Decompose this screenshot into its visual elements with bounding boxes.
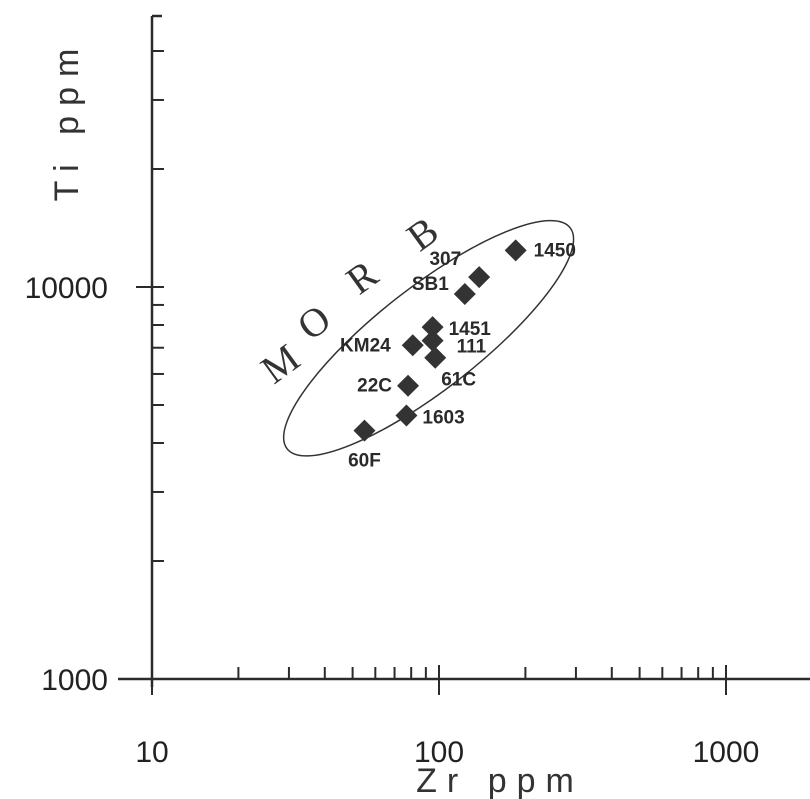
data-point: 1450 [504,239,576,262]
diamond-marker [504,239,527,262]
data-point: 61C [424,346,476,391]
diamond-marker [397,374,420,397]
diamond-marker [453,282,476,305]
x-axis-label: Zr ppm [416,762,584,799]
diamond-marker [424,346,447,369]
data-point: 60F [348,419,381,472]
diamond-marker [421,329,444,352]
y-axis-label: Ti ppm [48,39,86,202]
x-tick-label: 1000 [693,736,760,769]
point-label: 111 [457,337,487,358]
x-tick-label: 10 [135,736,168,769]
diamond-marker [401,334,424,357]
morb-label-letter: R [338,251,386,303]
data-point: 22C [357,374,420,397]
morb-ellipse [282,219,575,457]
axes: 10 100 1000 1000 10000 [25,14,810,769]
diamond-marker [468,266,491,289]
data-point: SB1 [412,274,476,305]
point-label: 60F [348,451,381,472]
diamond-marker [421,316,444,339]
point-label: 22C [357,376,392,397]
point-label: KM24 [340,335,391,356]
x-tick-label: 100 [414,736,464,769]
point-label: 1603 [422,408,464,429]
point-label: SB1 [412,274,449,295]
data-point: 111 [421,329,487,358]
point-label: 307 [429,249,461,270]
y-tick-label: 1000 [41,664,108,697]
diamond-marker [395,404,418,427]
morb-label-letter: M [253,335,308,392]
data-point: 1603 [395,404,465,429]
data-point: KM24 [340,334,424,357]
diamond-marker [353,419,376,442]
data-point: 307 [429,249,491,289]
point-label: 61C [441,370,476,391]
point-label: 1450 [534,240,576,261]
morb-label-letter: O [289,296,339,349]
point-label: 1451 [449,319,492,340]
data-point: 1451 [421,316,492,340]
y-tick-label: 10000 [25,272,108,305]
